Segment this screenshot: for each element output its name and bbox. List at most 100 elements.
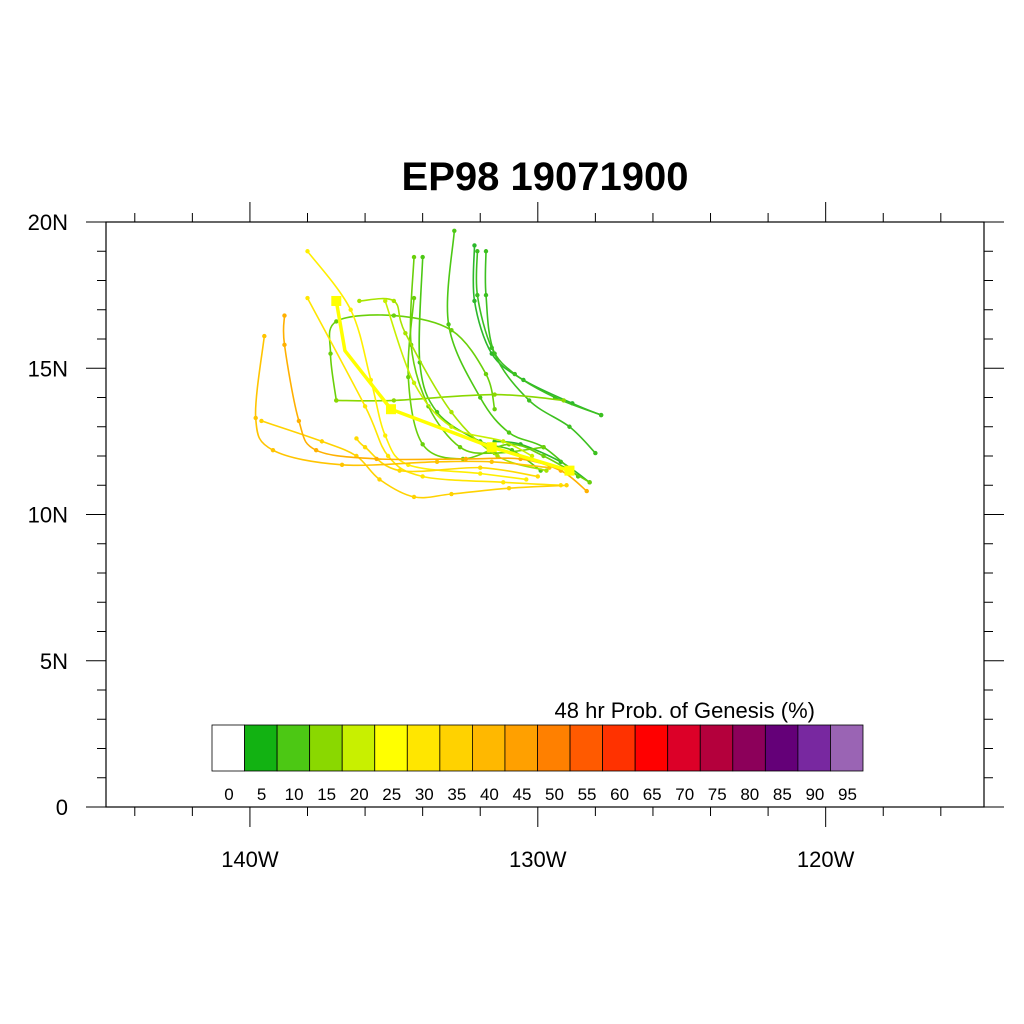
ensemble-track [305,295,564,488]
ensemble-track [334,392,566,403]
track-point [305,295,310,301]
mean-track [331,295,575,476]
track-point [377,477,382,482]
ensemble-track [483,249,598,456]
colorbar-swatch [374,724,408,772]
ensemble-track [259,418,569,500]
colorbar-swatch [764,724,799,772]
axis-ticks [86,202,1004,827]
track-point [282,313,287,318]
track-point [475,249,480,254]
track-line [475,251,602,416]
track-point [584,488,589,494]
colorbar: 0 5 10 15 20 25 30 35 40 45 50 55 60 65 70 75 80 85 90 95 [211,724,864,804]
mean-track-marker [486,442,497,453]
colorbar-label: 50 [545,785,564,804]
track-point [564,483,569,488]
colorbar-swatch [830,724,864,772]
track-line [484,251,596,454]
colorbar-label: 15 [317,785,336,804]
track-point [339,462,345,467]
track-line [282,315,588,492]
mean-track-marker [385,404,396,415]
track-point [420,254,425,260]
track-point [449,328,454,333]
track-point [495,453,500,459]
track-line [261,420,567,499]
track-point [463,456,469,462]
track-point [253,415,258,421]
colorbar-swatch [504,724,538,772]
colorbar-swatch [537,724,571,772]
track-point [483,371,489,377]
colorbar-label: 25 [382,785,401,804]
colorbar-label: 65 [643,785,662,804]
track-line [336,393,564,402]
track-point [526,398,532,403]
track-point [524,477,529,482]
x-tick-label: 130W [509,847,567,872]
colorbar-swatch [732,724,766,772]
track-point [598,412,604,418]
colorbar-label: 10 [285,785,304,804]
track-line [472,245,602,416]
colorbar-swatch [602,724,636,772]
track-point [305,249,310,254]
track-point [541,453,546,459]
track-point [313,447,319,453]
colorbar-swatch [699,724,734,772]
colorbar-label: 60 [610,785,629,804]
colorbar-title: 48 hr Prob. of Genesis (%) [555,698,815,723]
track-point [478,465,483,470]
track-point [391,398,397,403]
track-point [411,494,417,500]
track-point [420,474,425,479]
track-point [567,424,572,429]
track-point [362,445,368,450]
colorbar-label: 30 [415,785,434,804]
track-point [259,418,264,424]
track-point [403,330,408,336]
track-point [472,298,477,304]
track-point [383,298,388,304]
colorbar-swatch [634,724,669,772]
colorbar-label: 95 [838,785,857,804]
colorbar-label: 45 [512,785,531,804]
track-point [501,439,506,444]
track-point [374,456,379,462]
ensemble-track [354,436,541,479]
ensemble-track [357,297,549,473]
track-point [475,292,480,298]
colorbar-label: 35 [447,785,466,804]
track-point [593,450,598,456]
ensemble-track [475,249,604,418]
track-point [449,409,454,415]
track-point [383,433,388,438]
track-point [512,371,517,377]
track-point [478,471,483,476]
track-point [334,398,339,403]
y-tick-label: 15N [28,356,68,381]
y-tick-label: 20N [28,210,68,235]
track-point [449,424,454,429]
y-tick-label: 10N [28,503,68,528]
colorbar-swatch [406,724,441,772]
colorbar-label: 55 [578,785,597,804]
colorbar-swatch [569,724,603,772]
colorbar-label: 80 [740,785,759,804]
y-tick-label: 0 [56,795,68,820]
track-point [506,485,512,491]
track-point [385,453,391,459]
track-point [357,298,362,304]
colorbar-swatch [667,724,701,772]
colorbar-label: 0 [224,785,233,804]
colorbar-label: 90 [805,785,824,804]
track-point [406,374,411,380]
track-point [391,313,397,318]
ensemble-track [383,298,535,459]
track-point [452,228,457,233]
track-point [492,351,497,356]
ensemble-track [446,228,581,479]
track-point [420,442,425,447]
